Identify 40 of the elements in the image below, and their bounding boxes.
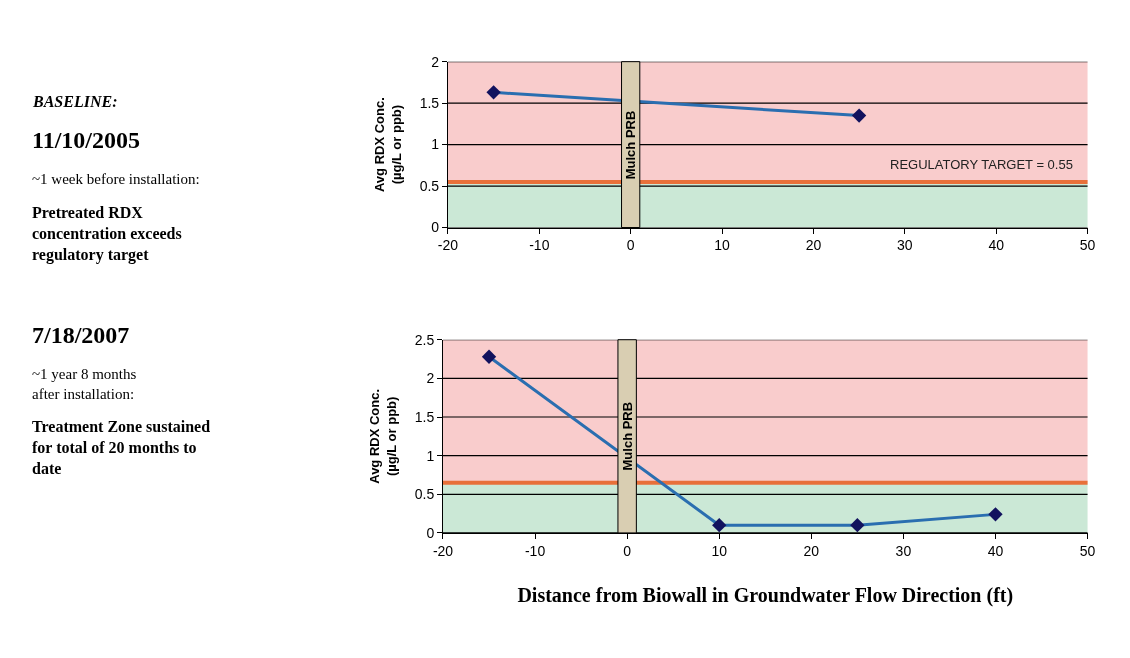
y-tick-label: 2 [431, 53, 440, 70]
y-tick-label: 0 [426, 524, 435, 541]
x-tick-label: 50 [1079, 237, 1096, 254]
x-tick-label: 40 [987, 542, 1004, 559]
y-tick-label: 2 [426, 370, 435, 387]
text: Treatment Zone sustained for total of 20 months to date [32, 418, 211, 477]
text: ~1 year 8 months after installation: [32, 366, 137, 402]
x-tick-label: 30 [897, 237, 913, 254]
x-tick-label: 0 [626, 237, 635, 254]
x-tick-label: 50 [1079, 542, 1096, 559]
x-tick-label: 10 [711, 542, 728, 559]
y-tick-label: 2.5 [414, 331, 435, 348]
x-tick-label: -20 [432, 542, 454, 559]
band-label: Mulch PRB [623, 110, 639, 180]
x-tick-label: 20 [805, 237, 822, 254]
x-tick-label: -10 [529, 237, 550, 254]
y-axis-title: Avg RDX Conc. (µg/L or ppb) [371, 97, 404, 193]
y-tick-label: 1 [431, 136, 440, 153]
x-axis-title: Distance from Biowall in Groundwater Flow Direction (ft) [517, 584, 1014, 608]
text: ~1 week before installation: [32, 171, 200, 187]
text: 11/10/2005 [32, 127, 141, 153]
x-tick-label: 40 [988, 237, 1005, 254]
x-tick-label: -20 [437, 237, 459, 254]
text: Pretreated RDX concentration exceeds regulatory target [32, 204, 182, 264]
x-tick-label: 10 [714, 237, 731, 254]
x-tick-label: -10 [524, 542, 546, 559]
x-tick-label: 30 [895, 542, 912, 559]
x-tick-label: 0 [623, 542, 632, 559]
band-label: Mulch PRB [619, 401, 635, 471]
y-tick-label: 1.5 [419, 95, 440, 112]
y-tick-label: 0.5 [419, 177, 440, 194]
y-tick-label: 1 [426, 447, 435, 464]
y-tick-label: 1.5 [414, 408, 435, 425]
x-tick-label: 20 [803, 542, 820, 559]
text: 7/18/2007 [32, 322, 130, 348]
ref-line-label: REGULATORY TARGET = 0.55 [890, 157, 1073, 172]
y-tick-label: 0 [431, 219, 440, 236]
text: BASELINE: [32, 93, 118, 110]
y-axis-title: Avg RDX Conc. (µg/L or ppb) [366, 388, 399, 484]
y-tick-label: 0.5 [414, 486, 435, 503]
